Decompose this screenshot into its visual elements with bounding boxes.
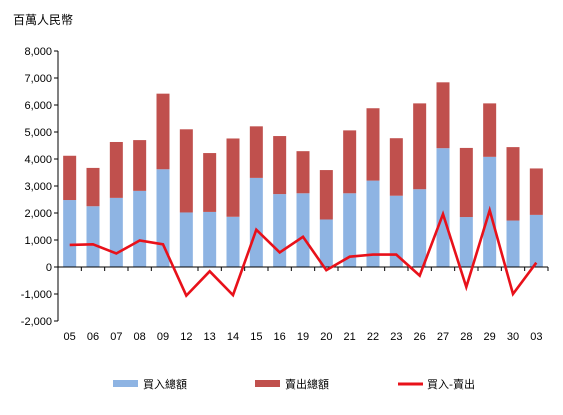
y-tick-label: 3,000 [24, 181, 52, 193]
y-tick-label: -1,000 [21, 289, 52, 301]
bar-buy [249, 177, 263, 267]
bar-sell [63, 155, 77, 201]
x-tick-label: 13 [204, 331, 216, 343]
axes [54, 50, 549, 322]
x-tick-label: 15 [250, 331, 262, 343]
bar-sell [413, 103, 427, 190]
bar-sell [483, 103, 497, 157]
bar-sell [459, 147, 473, 218]
bar-sell [436, 82, 450, 149]
bar-sell [529, 168, 543, 215]
legend-swatch-buy [113, 380, 138, 387]
x-tick-label: 22 [367, 331, 379, 343]
x-tick-label: 30 [507, 331, 519, 343]
x-tick-label: 29 [484, 331, 496, 343]
bar-sell [366, 108, 380, 181]
x-tick-label: 28 [460, 331, 472, 343]
bar-buy [86, 206, 100, 267]
x-tick-label: 14 [227, 331, 239, 343]
bar-sell [156, 93, 170, 170]
y-unit-label: 百萬人民幣 [13, 13, 73, 27]
x-tick-label: 21 [344, 331, 356, 343]
bar-buy [226, 216, 240, 267]
x-tick-label: 08 [134, 331, 146, 343]
x-tick-label: 07 [110, 331, 122, 343]
legend-label-sell: 賣出總額 [285, 377, 329, 391]
legend-label-net: 買入-賣出 [427, 377, 475, 391]
y-tick-label: 6,000 [24, 100, 52, 112]
y-tick-label: 0 [46, 262, 52, 274]
y-axis-ticks: 8,000 7,000 6,000 5,000 4,000 3,000 2,000 1,000… [21, 46, 52, 328]
bar-buy [63, 200, 77, 267]
legend: 買入總額 賣出總額 買入-賣出 [113, 377, 475, 391]
bar-buy [133, 190, 147, 267]
bar-sell [133, 140, 147, 191]
bar-sell [319, 170, 333, 220]
x-tick-label: 05 [64, 331, 76, 343]
legend-label-buy: 買入總額 [143, 377, 187, 391]
y-tick-label: 4,000 [24, 154, 52, 166]
bar-buy [203, 211, 217, 267]
bar-buy [529, 214, 543, 267]
bar-sell [296, 151, 310, 194]
bar-sell [249, 126, 263, 178]
x-tick-label: 23 [390, 331, 402, 343]
x-tick-label: 03 [530, 331, 542, 343]
x-tick-label: 27 [437, 331, 449, 343]
x-tick-label: 26 [414, 331, 426, 343]
bar-sell [203, 153, 217, 212]
x-tick-label: 16 [274, 331, 286, 343]
x-tick-label: 19 [297, 331, 309, 343]
line-series [69, 205, 538, 298]
bar-buy [273, 194, 287, 267]
bar-sell [343, 130, 357, 194]
bar-buy [296, 193, 310, 267]
bar-sell [86, 167, 100, 207]
net-line [69, 205, 538, 298]
bar-series [63, 82, 543, 267]
bar-sell [273, 136, 287, 195]
y-tick-label: 5,000 [24, 127, 52, 139]
bar-buy [459, 217, 473, 267]
x-tick-label: 09 [157, 331, 169, 343]
bar-buy [389, 195, 403, 267]
bar-sell [226, 138, 240, 217]
x-tick-label: 20 [320, 331, 332, 343]
y-tick-label: 2,000 [24, 208, 52, 220]
y-tick-label: -2,000 [21, 316, 52, 328]
bar-sell [179, 129, 193, 213]
y-tick-label: 8,000 [24, 46, 52, 58]
bar-buy [366, 180, 380, 267]
bar-sell [109, 141, 123, 198]
y-tick-label: 1,000 [24, 235, 52, 247]
bar-buy [109, 197, 123, 267]
bar-sell [506, 147, 520, 221]
bar-buy [436, 148, 450, 267]
bar-buy [343, 193, 357, 267]
legend-swatch-sell [255, 380, 280, 387]
bar-buy [179, 212, 193, 267]
bar-buy [319, 219, 333, 267]
x-tick-label: 06 [87, 331, 99, 343]
bar-buy [413, 189, 427, 267]
x-axis-labels: 05 06 07 08 09 12 13 14 15 16 19 20 21 22 23 26 27 28 29 30… [64, 331, 543, 343]
bar-sell [389, 138, 403, 196]
x-tick-label: 12 [180, 331, 192, 343]
y-tick-label: 7,000 [24, 73, 52, 85]
bar-buy [506, 220, 520, 267]
